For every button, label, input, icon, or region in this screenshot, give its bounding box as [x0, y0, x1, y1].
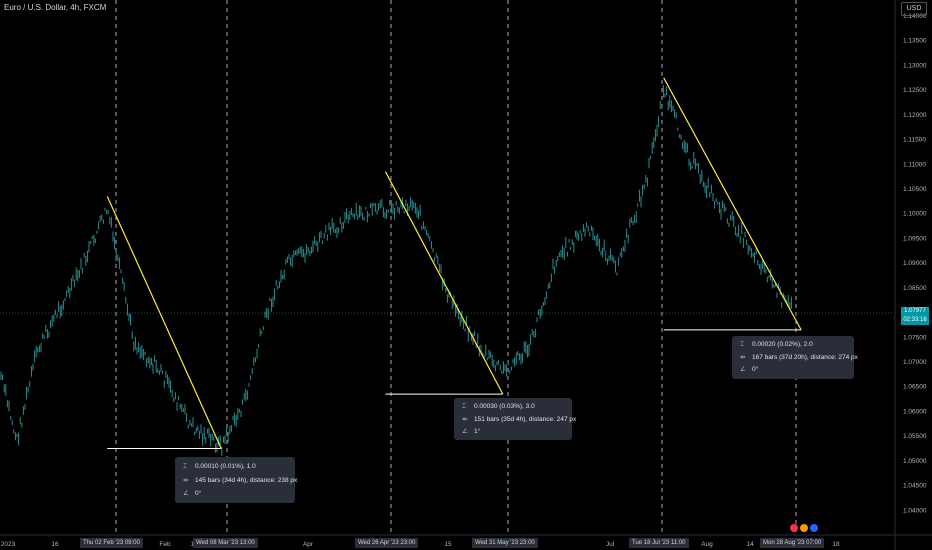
- bar-range-icon: ⇹: [462, 416, 468, 423]
- measure-price-change: 0.00020 (0.02%), 2.0: [752, 341, 813, 348]
- price-tick-label: 1.09500: [903, 235, 927, 242]
- price-axis[interactable]: 1.14000 1.13500 1.13000 1.12500 1.12000 1.115…: [903, 13, 927, 514]
- price-tick-label: 1.10000: [903, 211, 927, 218]
- angle-icon: ∠: [462, 428, 468, 435]
- bar-range-icon: ⇹: [740, 354, 746, 361]
- measure-price-change: 0.00030 (0.03%), 3.0: [474, 403, 535, 410]
- price-range-icon: ⌶: [740, 341, 744, 348]
- measure-diagonal-line: [663, 77, 802, 331]
- last-price: 1.07977: [904, 308, 926, 314]
- price-tick-label: 1.10500: [903, 186, 927, 193]
- measure-bars: 151 bars (35d 4h), distance: 247 px: [474, 416, 577, 423]
- measure-bars: 167 bars (37d 20h), distance: 274 px: [752, 354, 858, 361]
- price-tick-label: 1.11000: [903, 161, 926, 168]
- price-series: [0, 85, 792, 456]
- time-tick-label: 2023: [1, 541, 16, 548]
- angle-icon: ∠: [183, 490, 189, 497]
- time-tick-label: 15: [444, 541, 452, 548]
- measure-diagonal-line: [106, 196, 222, 449]
- time-tick-label: 16: [51, 541, 59, 548]
- price-tick-label: 1.14000: [903, 13, 927, 20]
- price-tick-label: 1.07500: [903, 334, 927, 341]
- price-tick-label: 1.04500: [903, 483, 927, 490]
- price-tick-label: 1.06500: [903, 384, 927, 391]
- measure-tooltip-3: ⌶ 0.00020 (0.02%), 2.0 ⇹ 167 bars (37d 20h…: [732, 336, 858, 379]
- price-tick-label: 1.05500: [903, 433, 927, 440]
- event-marker-icon[interactable]: [800, 524, 808, 532]
- price-tick-label: 1.09000: [903, 260, 927, 267]
- measure-tooltip-1: ⌶ 0.00010 (0.01%), 1.0 ⇹ 145 bars (34d 4h)…: [175, 457, 298, 503]
- price-tick-label: 1.07000: [903, 359, 927, 366]
- measure-price-change: 0.00010 (0.01%), 1.0: [195, 463, 256, 470]
- angle-icon: ∠: [740, 366, 746, 373]
- price-tick-label: 1.05000: [903, 458, 927, 465]
- price-tick-label: 1.12500: [903, 87, 927, 94]
- price-tick-label: 1.06000: [903, 408, 927, 415]
- last-price-badge: 1.07977 02:33:16: [901, 307, 929, 325]
- price-tick-label: 1.13500: [903, 38, 927, 45]
- price-range-icon: ⌶: [183, 463, 187, 470]
- measure-angle: 0°: [195, 490, 202, 497]
- event-marker-icon[interactable]: [810, 524, 818, 532]
- time-tick-label: Aug: [701, 541, 713, 548]
- measure-diagonal-line: [384, 171, 504, 395]
- date-label-6: Mon 28 Aug '23 07:00: [760, 538, 825, 548]
- date-label-3: Wed 26 Apr '23 23:00: [355, 538, 419, 548]
- date-label-2: Wed 08 Mar '23 13:00: [193, 538, 258, 548]
- date-label-4: Wed 31 May '23 23:00: [472, 538, 538, 548]
- price-tick-label: 1.11500: [903, 137, 926, 144]
- time-tick-label: Jul: [606, 541, 615, 548]
- time-tick-label: Apr: [303, 541, 314, 548]
- price-range-icon: ⌶: [462, 403, 466, 410]
- event-marker-icon[interactable]: [790, 524, 798, 532]
- price-tick-label: 1.13000: [903, 62, 927, 69]
- price-tick-label: 1.04000: [903, 507, 927, 514]
- currency-button[interactable]: USD: [901, 2, 927, 16]
- measure-bars: 145 bars (34d 4h), distance: 238 px: [195, 477, 298, 484]
- time-tick-label: 14: [746, 541, 754, 548]
- bar-countdown: 02:33:16: [903, 317, 927, 323]
- symbol-title[interactable]: Euro / U.S. Dollar, 4h, FXCM: [4, 3, 107, 12]
- time-tick-label: Feb: [159, 541, 171, 548]
- time-tick-label: 18: [832, 541, 840, 548]
- bar-range-icon: ⇹: [183, 477, 189, 484]
- date-label-5: Tue 18 Jul '23 11:00: [629, 538, 689, 548]
- price-tick-label: 1.12000: [903, 112, 927, 119]
- price-tick-label: 1.08500: [903, 285, 927, 292]
- measure-angle: 1°: [474, 428, 481, 435]
- date-label-1: Thu 02 Feb '23 09:00: [80, 538, 143, 548]
- measure-angle: 0°: [752, 366, 759, 373]
- measure-tooltip-2: ⌶ 0.00030 (0.03%), 3.0 ⇹ 151 bars (35d 4h)…: [454, 398, 576, 440]
- measurement-lines[interactable]: [106, 77, 802, 449]
- time-marker-lines: [115, 0, 797, 535]
